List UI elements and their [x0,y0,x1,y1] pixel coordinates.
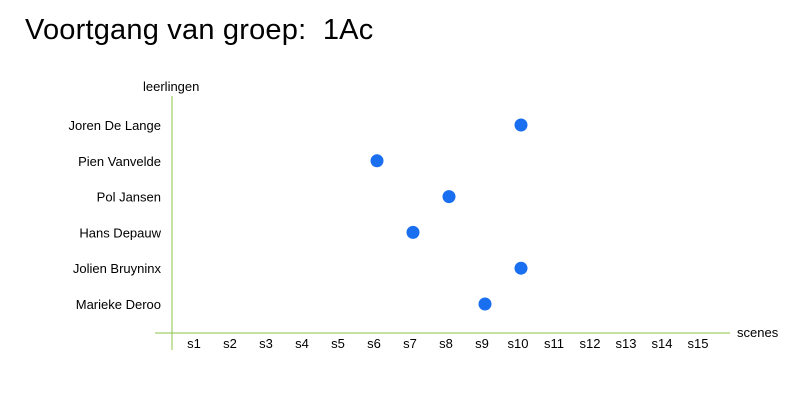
x-tick-label: s15 [688,336,709,351]
x-tick-label: s3 [259,336,273,351]
data-point [406,225,420,239]
data-point [370,154,384,168]
x-tick-label: s12 [580,336,601,351]
y-tick-label: Pien Vanvelde [78,154,161,169]
data-points [370,118,528,311]
y-axis-label: leerlingen [143,79,199,94]
x-tick-label: s1 [187,336,201,351]
x-tick-label: s6 [367,336,381,351]
x-tick-label: s4 [295,336,309,351]
y-tick-label: Joren De Lange [68,118,161,133]
y-tick-labels: Joren De Lange Pien Vanvelde Pol Jansen Han… [68,118,161,312]
x-tick-label: s2 [223,336,237,351]
x-axis-label: scenes [737,325,779,340]
page-title: Voortgang van groep: 1Ac [25,14,374,46]
x-tick-labels: s1 s2 s3 s4 s5 s6 s7 s8 s9 s10 s11 s12 s13 s14 s15 [187,336,708,351]
x-tick-label: s5 [331,336,345,351]
x-tick-label: s11 [544,336,564,351]
x-tick-label: s13 [616,336,637,351]
x-tick-label: s10 [508,336,529,351]
x-tick-label: s14 [652,336,673,351]
y-tick-label: Pol Jansen [97,190,161,205]
x-tick-label: s8 [439,336,453,351]
data-point [442,190,456,204]
y-tick-label: Jolien Bruyninx [73,261,162,276]
y-tick-label: Hans Depauw [79,225,161,240]
x-tick-label: s9 [475,336,489,351]
y-tick-label: Marieke Deroo [76,297,161,312]
data-point [514,118,528,132]
x-tick-label: s7 [403,336,417,351]
data-point [478,297,492,311]
data-point [514,261,528,275]
